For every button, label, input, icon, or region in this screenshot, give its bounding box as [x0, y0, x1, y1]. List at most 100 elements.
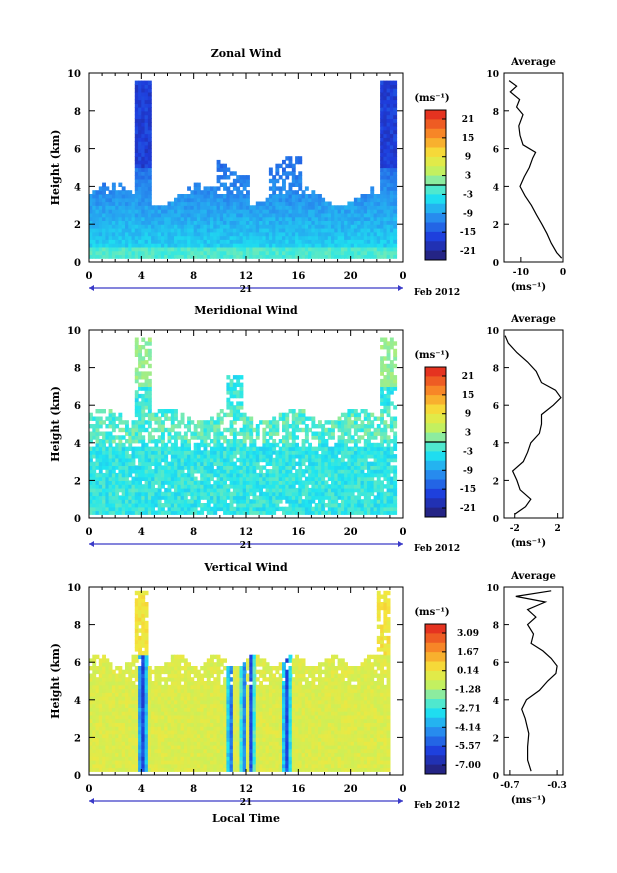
heatmap-cell: [308, 212, 312, 218]
heatmap-cell: [131, 495, 136, 500]
heatmap-cell: [232, 231, 237, 237]
heatmap-cell: [242, 446, 247, 451]
heatmap-cell: [89, 224, 93, 229]
heatmap-cell: [367, 216, 371, 221]
heatmap-cell: [111, 457, 116, 463]
heatmap-cell: [98, 201, 103, 206]
heatmap-cell: [102, 228, 106, 233]
heatmap-cell: [89, 476, 93, 481]
heatmap-cell: [102, 741, 106, 746]
heatmap-cell: [285, 446, 290, 451]
heatmap-cell: [125, 190, 129, 195]
heatmap-cell: [334, 491, 339, 497]
heatmap-cell: [363, 205, 368, 210]
heatmap-cell: [353, 465, 358, 470]
heatmap-cell: [239, 416, 244, 421]
heatmap-cell: [386, 409, 391, 414]
heatmap-cell: [206, 491, 211, 497]
avg-y-tick-label: 6: [493, 146, 499, 156]
heatmap-cell: [363, 212, 368, 218]
heatmap-cell: [141, 506, 146, 512]
heatmap-cell: [236, 382, 241, 387]
heatmap-cell: [164, 454, 169, 459]
heatmap-cell: [223, 235, 227, 240]
heatmap-cell: [229, 386, 234, 391]
heatmap-cell: [295, 442, 299, 448]
heatmap-cell: [239, 382, 244, 387]
heatmap-cell: [304, 469, 309, 474]
heatmap-cell: [229, 472, 234, 478]
heatmap-cell: [196, 194, 201, 199]
heatmap-cell: [301, 420, 306, 425]
heatmap-cell: [141, 212, 146, 218]
colorbar-swatch: [425, 213, 446, 223]
heatmap-cell: [380, 427, 384, 433]
heatmap-cell: [102, 435, 106, 440]
heatmap-cell: [350, 243, 355, 248]
heatmap-cell: [331, 216, 335, 221]
heatmap-cell: [373, 472, 378, 478]
heatmap-cell: [344, 439, 348, 444]
heatmap-cell: [183, 243, 188, 248]
heatmap-cell: [131, 231, 136, 237]
heatmap-cell: [246, 212, 250, 218]
heatmap-cell: [380, 144, 384, 150]
heatmap-cell: [141, 409, 146, 414]
heatmap-cell: [118, 239, 123, 244]
heatmap-cell: [360, 503, 365, 508]
heatmap-cell: [131, 228, 136, 233]
heatmap-cell: [236, 375, 241, 380]
heatmap-cell: [246, 461, 250, 466]
heatmap-cell: [344, 427, 348, 433]
heatmap-cell: [98, 510, 103, 515]
heatmap-cell: [278, 506, 283, 512]
heatmap-cell: [180, 220, 185, 225]
heatmap-cell: [383, 431, 388, 436]
heatmap-cell: [125, 228, 129, 233]
heatmap-cell: [229, 182, 234, 187]
heatmap-cell: [141, 491, 146, 497]
heatmap-cell: [95, 197, 100, 203]
heatmap-cell: [357, 243, 362, 248]
colorbar-tick-label: 21: [462, 115, 475, 125]
heatmap-cell: [321, 254, 326, 259]
heatmap-cell: [125, 224, 129, 229]
heatmap-cell: [373, 487, 378, 493]
heatmap-cell: [210, 201, 214, 206]
heatmap-cell: [121, 435, 126, 440]
heatmap-cell: [144, 484, 149, 489]
heatmap-cell: [380, 95, 384, 101]
heatmap-cell: [291, 491, 296, 497]
heatmap-cell: [190, 487, 195, 493]
heatmap-cell: [383, 88, 388, 93]
heatmap-cell: [380, 114, 384, 119]
heatmap-cell: [141, 397, 146, 403]
heatmap-cell: [380, 167, 384, 172]
heatmap-cell: [301, 510, 306, 515]
heatmap-cell: [164, 224, 169, 229]
heatmap-cell: [386, 246, 391, 252]
heatmap-cell: [141, 454, 146, 459]
heatmap-cell: [108, 235, 113, 240]
heatmap-cell: [268, 201, 273, 206]
heatmap-cell: [278, 491, 283, 497]
heatmap-cell: [108, 209, 113, 214]
heatmap-cell: [327, 472, 332, 478]
heatmap-cell: [118, 760, 123, 765]
heatmap-cell: [141, 416, 146, 421]
heatmap-cell: [180, 506, 185, 512]
heatmap-cell: [128, 442, 133, 448]
heatmap-cell: [389, 480, 394, 485]
heatmap-cell: [108, 435, 113, 440]
heatmap-cell: [216, 427, 221, 433]
heatmap-cell: [151, 499, 155, 504]
heatmap-cell: [347, 254, 352, 259]
heatmap-cell: [216, 167, 221, 172]
heatmap-cell: [102, 446, 106, 451]
average-profile-line: [508, 80, 563, 259]
heatmap-cell: [318, 499, 322, 504]
heatmap-cell: [151, 484, 155, 489]
heatmap-cell: [360, 506, 365, 512]
heatmap-cell: [157, 450, 162, 455]
heatmap-cell: [141, 84, 146, 89]
